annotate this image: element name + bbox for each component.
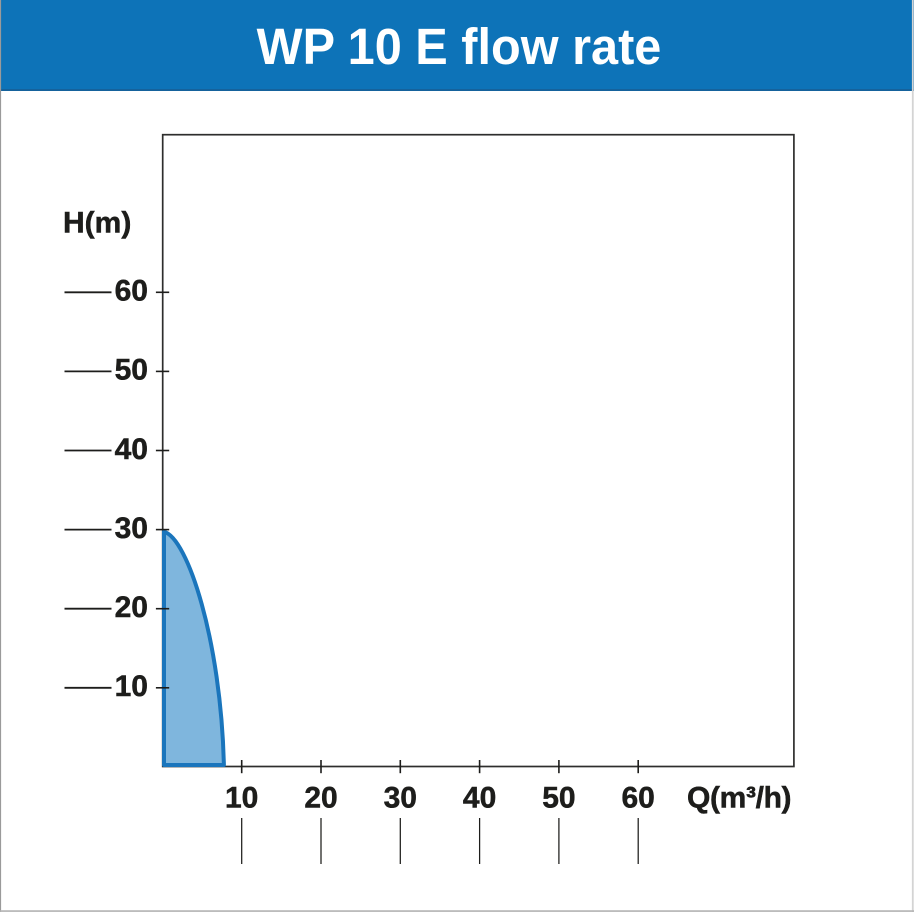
svg-text:60: 60	[115, 275, 148, 308]
svg-text:10: 10	[115, 670, 148, 703]
svg-text:30: 30	[384, 782, 417, 815]
svg-text:Q(m³/h): Q(m³/h)	[687, 782, 791, 815]
svg-text:50: 50	[115, 354, 148, 387]
svg-text:20: 20	[115, 591, 148, 624]
svg-text:H(m): H(m)	[63, 207, 131, 240]
svg-text:60: 60	[622, 782, 655, 815]
svg-text:40: 40	[115, 433, 148, 466]
svg-text:10: 10	[225, 782, 258, 815]
svg-text:40: 40	[463, 782, 496, 815]
svg-text:30: 30	[115, 512, 148, 545]
svg-text:20: 20	[304, 782, 337, 815]
svg-text:50: 50	[542, 782, 575, 815]
